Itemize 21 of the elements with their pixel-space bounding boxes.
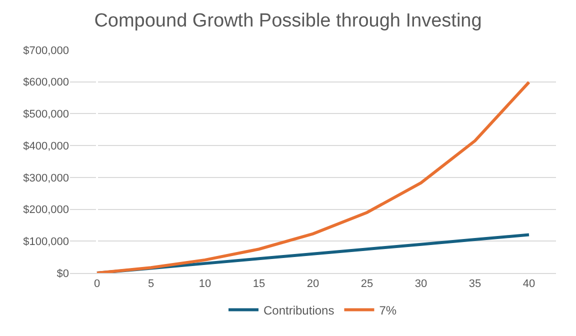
x-tick-label: 15: [252, 278, 266, 290]
y-tick-label: $200,000: [23, 204, 69, 216]
x-tick-label: 0: [94, 278, 100, 290]
legend-label: Contributions: [264, 303, 334, 318]
y-tick-label: $0: [56, 268, 69, 280]
y-tick-label: $700,000: [23, 44, 69, 57]
x-tick-label: 25: [360, 278, 374, 290]
legend-label: 7%: [379, 303, 397, 318]
line-series: [96, 80, 530, 273]
y-tick-label: $300,000: [23, 172, 69, 184]
y-tick-label: $400,000: [23, 140, 69, 152]
x-tick-label: 35: [468, 278, 482, 290]
y-tick-label: $500,000: [23, 108, 69, 121]
x-tick-label: 20: [306, 278, 320, 290]
chart-title: Compound Growth Possible through Investing: [94, 10, 482, 32]
x-tick-label: 40: [522, 278, 536, 290]
x-tick-label: 10: [198, 278, 212, 290]
y-tick-label: $600,000: [23, 76, 69, 89]
x-tick-label: 5: [148, 278, 154, 290]
x-tick-label: 30: [414, 278, 428, 290]
y-tick-label: $100,000: [23, 236, 69, 248]
